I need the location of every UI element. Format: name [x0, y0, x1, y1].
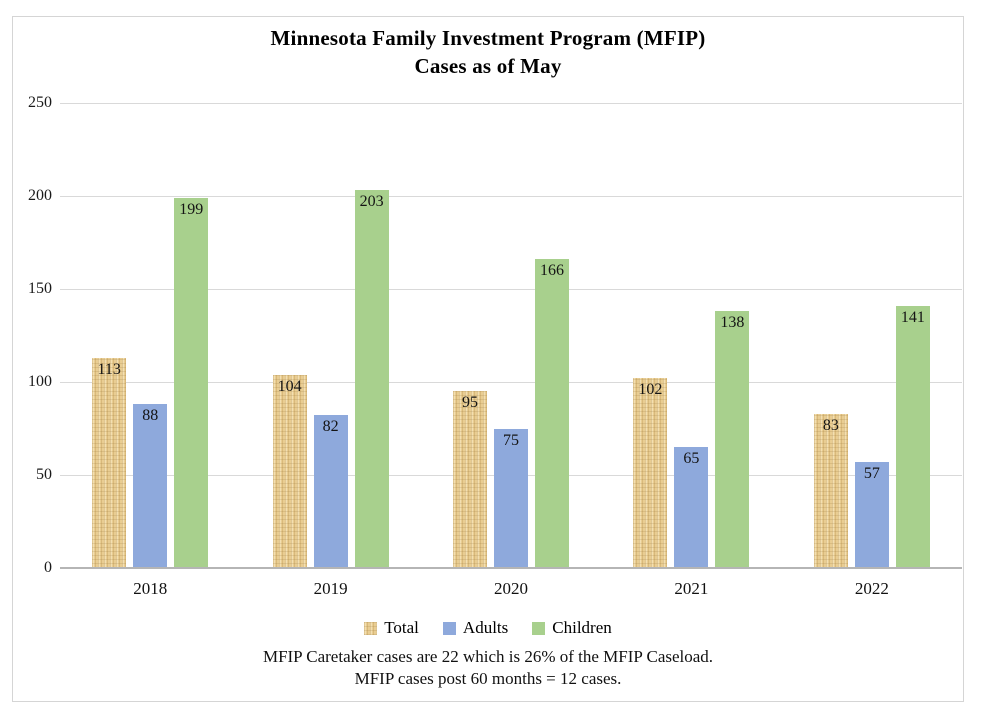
bar-group-2022: 83 57 141	[782, 103, 962, 568]
bar-value-label: 57	[863, 464, 880, 482]
bar-group-2019: 104 82 203	[240, 103, 420, 568]
legend-label-children: Children	[552, 618, 612, 637]
bar-children-2018: 199	[174, 197, 209, 568]
bar-adults-2021: 65	[674, 447, 709, 568]
x-tick-label-2018: 2018	[133, 579, 168, 598]
bar-total-2022: 83	[813, 413, 848, 568]
chart-title-line2: Cases as of May	[414, 53, 562, 78]
bar-value-label: 138	[720, 314, 745, 332]
bar-children-2020: 166	[535, 259, 570, 568]
bar-value-label: 95	[462, 394, 479, 412]
chart-frame: Minnesota Family Investment Program (MFI…	[12, 16, 964, 702]
legend-swatch-total	[364, 621, 378, 635]
bar-group-2021: 102 65 138	[601, 103, 781, 568]
gridline-150	[60, 289, 962, 290]
bar-adults-2022: 57	[854, 461, 889, 568]
x-axis-labels: 2018 2019 2020 2021 2022	[60, 579, 962, 599]
bar-value-label: 65	[683, 450, 700, 468]
bar-value-label: 82	[322, 418, 339, 436]
bar-value-label: 166	[540, 262, 565, 280]
legend-item-adults: Adults	[442, 618, 509, 638]
y-tick-label-100: 100	[28, 373, 52, 390]
footnote-post-60-months: MFIP cases post 60 months = 12 cases.	[354, 669, 622, 689]
legend-swatch-adults	[442, 621, 456, 635]
bar-children-2021: 138	[715, 311, 750, 568]
y-tick-label-50: 50	[36, 466, 52, 483]
bar-children-2019: 203	[354, 190, 389, 568]
footnotes: MFIP Caretaker cases are 22 which is 26%…	[13, 646, 963, 691]
bar-value-label: 83	[822, 416, 839, 434]
chart-title: Minnesota Family Investment Program (MFI…	[13, 25, 963, 80]
bar-value-label: 102	[638, 381, 663, 399]
y-tick-label-0: 0	[44, 559, 52, 576]
bar-adults-2019: 82	[313, 415, 348, 568]
bar-value-label: 203	[359, 193, 384, 211]
legend-item-children: Children	[532, 618, 612, 638]
bar-value-label: 88	[142, 407, 159, 425]
bar-value-label: 104	[277, 377, 302, 395]
x-axis-line	[60, 567, 962, 569]
bar-total-2020: 95	[453, 391, 488, 568]
bar-group-2020: 95 75 166	[421, 103, 601, 568]
bar-group-2018: 113 88 199	[60, 103, 240, 568]
x-tick-label-2020: 2020	[494, 579, 529, 598]
plot-area: 113 88 199 104 82 203 95 75 166 102 65 138 83 57 141	[60, 103, 962, 569]
x-tick-label-2021: 2021	[674, 579, 709, 598]
bar-value-label: 75	[503, 431, 520, 449]
bar-total-2021: 102	[633, 378, 668, 568]
gridline-250	[60, 103, 962, 104]
chart-title-line1: Minnesota Family Investment Program (MFI…	[270, 26, 706, 50]
bar-value-label: 141	[900, 308, 925, 326]
y-tick-label-200: 200	[28, 187, 52, 204]
gridline-100	[60, 382, 962, 383]
bar-total-2018: 113	[92, 357, 127, 568]
bar-value-label: 113	[97, 360, 121, 378]
footnote-caretaker: MFIP Caretaker cases are 22 which is 26%…	[262, 647, 714, 666]
gridline-200	[60, 196, 962, 197]
bar-value-label: 199	[179, 200, 204, 218]
legend-label-total: Total	[384, 618, 419, 637]
legend-item-total: Total	[364, 618, 419, 638]
bar-adults-2018: 88	[133, 404, 168, 568]
legend-label-adults: Adults	[462, 618, 509, 637]
legend: Total Adults Children	[13, 618, 963, 638]
y-tick-label-250: 250	[28, 94, 52, 111]
bar-children-2022: 141	[895, 305, 930, 568]
bar-series-container: 113 88 199 104 82 203 95 75 166 102 65 138 83 57 141	[60, 103, 962, 568]
x-tick-label-2019: 2019	[313, 579, 348, 598]
x-tick-label-2022: 2022	[854, 579, 889, 598]
y-tick-label-150: 150	[28, 280, 52, 297]
bar-adults-2020: 75	[494, 428, 529, 568]
bar-total-2019: 104	[272, 374, 307, 568]
legend-swatch-children	[532, 621, 546, 635]
